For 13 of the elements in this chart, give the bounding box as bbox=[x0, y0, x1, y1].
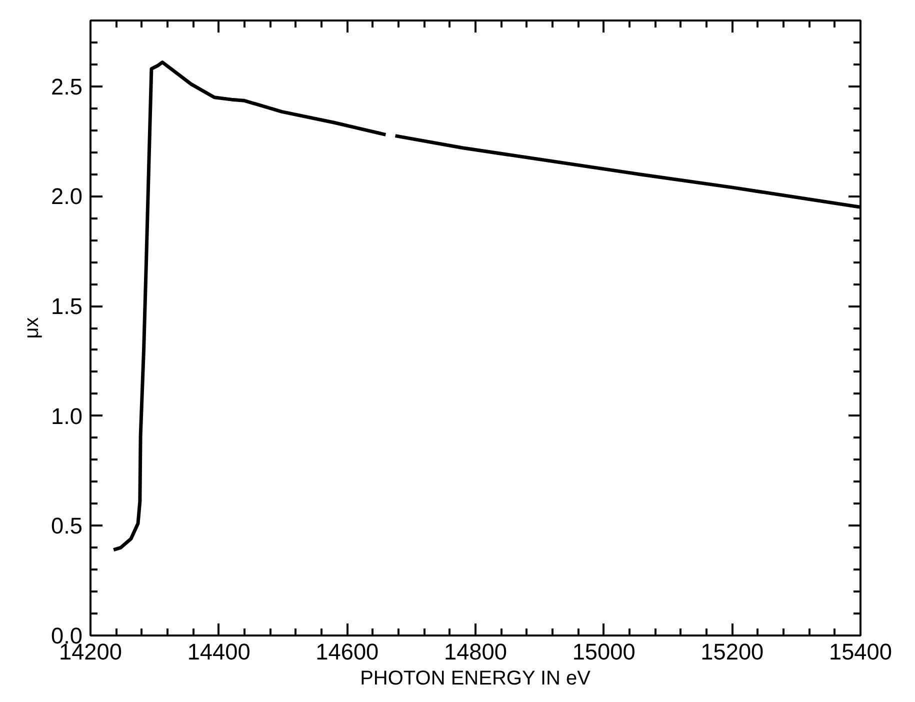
y-axis-title: μx bbox=[21, 317, 44, 339]
y-tick-label: 2.5 bbox=[51, 73, 83, 100]
x-tick-label: 14600 bbox=[316, 638, 379, 664]
x-tick-label: 14800 bbox=[444, 638, 508, 664]
x-tick-label: 14400 bbox=[187, 638, 250, 664]
y-tick-label: 1.0 bbox=[51, 402, 83, 429]
x-tick-label: 15000 bbox=[572, 638, 636, 664]
x-tick-label: 15400 bbox=[829, 638, 892, 664]
y-tick-label: 2.0 bbox=[51, 183, 83, 210]
y-tick-label: 1.5 bbox=[51, 293, 83, 320]
y-tick-label: 0.5 bbox=[51, 512, 83, 539]
x-tick-label: 15200 bbox=[700, 638, 764, 664]
x-axis-title: PHOTON ENERGY IN eV bbox=[360, 668, 592, 690]
